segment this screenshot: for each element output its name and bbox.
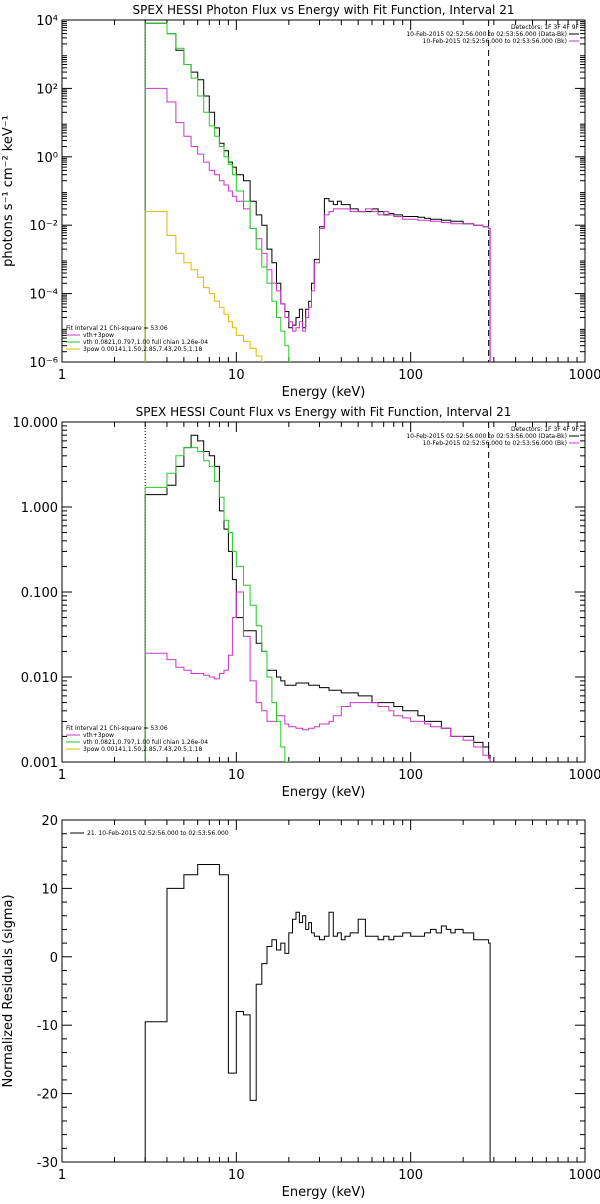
y-tick-label: 10⁻² — [29, 219, 58, 234]
legend-bottom-entry: 3pow 0.00141,1.50,2.85,7.43,20.5,1.18 — [83, 346, 202, 353]
y-tick-label: 20 — [41, 814, 58, 829]
series-2-line — [145, 88, 490, 362]
chart-title: SPEX HESSI Count Flux vs Energy with Fit… — [136, 405, 512, 419]
legend-top-entry: 10-Feb-2015 02:52:56.000 to 02:53:56.000… — [423, 38, 567, 45]
legend-top-entry: 10-Feb-2015 02:52:56.000 to 02:53:56.000… — [423, 440, 567, 447]
series-1-line — [145, 23, 490, 362]
y-tick-label: 0.001 — [21, 756, 58, 771]
y-tick-label: 10 — [41, 882, 58, 897]
series-1-line — [145, 865, 490, 1163]
legend-top-entry: Detectors: 1F 3F 4F 9F — [511, 24, 580, 31]
x-tick-label: 100 — [398, 1168, 423, 1183]
y-tick-label: 10⁻⁶ — [29, 356, 58, 371]
y-tick-label: 0 — [50, 951, 58, 966]
y-tick-label: 10⁴ — [36, 14, 58, 29]
plot-frame — [62, 20, 585, 362]
x-axis-label: Energy (keV) — [282, 385, 366, 400]
x-tick-label: 1 — [58, 368, 66, 383]
y-tick-label: 1.000 — [21, 501, 58, 516]
legend-top-entry: 10-Feb-2015 02:52:56.000 to 02:53:56.000… — [406, 31, 567, 38]
x-tick-label: 1 — [58, 768, 66, 783]
x-tick-label: 100 — [398, 368, 423, 383]
x-tick-label: 100 — [398, 768, 423, 783]
plot-frame — [62, 422, 585, 762]
x-tick-label: 1 — [58, 1168, 66, 1183]
y-tick-label: 10² — [36, 82, 58, 97]
panel-2: SPEX HESSI Count Flux vs Energy with Fit… — [13, 405, 600, 800]
chart-title: SPEX HESSI Photon Flux vs Energy with Fi… — [133, 3, 515, 17]
legend-top-entry: Detectors: 1F 3F 4F 9F — [511, 426, 580, 433]
y-tick-label: 0.010 — [21, 671, 58, 686]
y-tick-label: 10⁰ — [36, 151, 58, 166]
series-3-line — [145, 23, 290, 362]
legend-bottom-entry: vth 0.0821,0.797,1.00 full chian 1.26e-0… — [83, 339, 208, 346]
panel-1: SPEX HESSI Photon Flux vs Energy with Fi… — [1, 3, 600, 400]
x-tick-label: 1000 — [568, 368, 600, 383]
x-tick-label: 1000 — [568, 768, 600, 783]
y-tick-label: -30 — [37, 1156, 58, 1171]
legend-entry: 21. 10-Feb-2015 02:52:56.000 to 02:53:56… — [87, 830, 229, 837]
series-2-line — [145, 592, 490, 762]
y-axis-label: Normalized Residuals (sigma) — [1, 894, 16, 1087]
x-axis-label: Energy (keV) — [282, 785, 366, 800]
legend-bottom-entry: vth+3pow — [83, 332, 114, 339]
x-tick-label: 10 — [228, 368, 245, 383]
series-group — [145, 435, 490, 762]
x-tick-label: 1000 — [568, 1168, 600, 1183]
series-1-line — [145, 435, 490, 762]
x-tick-label: 10 — [228, 1168, 245, 1183]
y-tick-label: -10 — [37, 1019, 58, 1034]
y-tick-label: 10.000 — [13, 416, 59, 431]
legend-bottom-entry: 3pow 0.00141,1.50,2.85,7.43,20.5,1.18 — [83, 746, 202, 753]
legend-top-entry: 10-Feb-2015 02:52:56.000 to 02:53:56.000… — [406, 433, 567, 440]
legend-bottom-entry: vth+3pow — [83, 732, 114, 739]
legend-bottom-entry: vth 0.0821,0.797,1.00 full chian 1.26e-0… — [83, 739, 208, 746]
panel-3: 1 10 100 1000 Energy (keV) -30 -20 -10 0 10 20 Norm… — [1, 814, 600, 1200]
series-group — [145, 865, 490, 1163]
legend-bottom-entry: Fit Interval 21 Chi-square = 53.06 — [66, 325, 168, 332]
series-group — [145, 23, 490, 362]
plot-frame — [62, 820, 585, 1162]
y-tick-label: 0.100 — [21, 586, 58, 601]
x-axis-label: Energy (keV) — [282, 1185, 366, 1200]
y-axis-label: photons s⁻¹ cm⁻² keV⁻¹ — [1, 115, 16, 267]
y-tick-label: 10⁻⁴ — [29, 288, 58, 303]
y-tick-label: -20 — [37, 1088, 58, 1103]
legend-bottom-entry: Fit Interval 21 Chi-square = 53.06 — [66, 725, 168, 732]
x-tick-label: 10 — [228, 768, 245, 783]
